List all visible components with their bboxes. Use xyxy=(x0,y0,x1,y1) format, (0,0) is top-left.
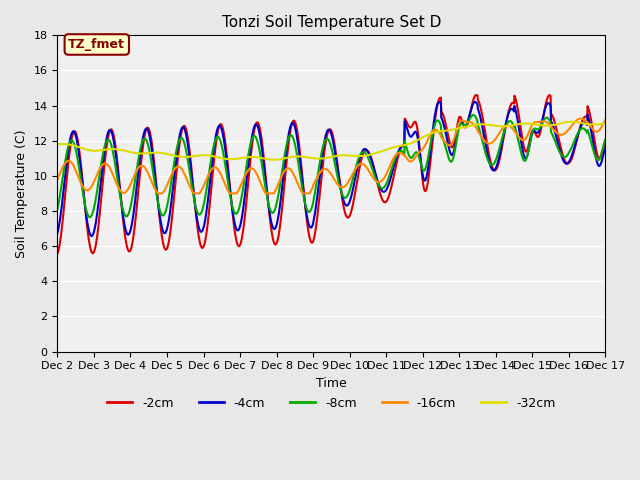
-8cm xyxy=(287,132,294,138)
-32cm xyxy=(96,147,104,153)
-4cm xyxy=(308,224,316,230)
-16cm xyxy=(308,187,316,192)
-4cm xyxy=(298,172,305,178)
-4cm xyxy=(366,152,374,158)
-2cm xyxy=(472,92,480,98)
-2cm xyxy=(602,141,609,146)
Line: -8cm: -8cm xyxy=(58,115,605,217)
-4cm xyxy=(287,124,294,130)
-2cm xyxy=(298,162,305,168)
-32cm xyxy=(602,120,609,126)
-8cm xyxy=(118,205,126,211)
-16cm xyxy=(54,176,61,182)
-4cm xyxy=(472,99,479,105)
-32cm xyxy=(54,142,61,147)
X-axis label: Time: Time xyxy=(316,377,347,390)
-4cm xyxy=(88,233,95,239)
-8cm xyxy=(366,158,374,164)
-16cm xyxy=(298,189,305,194)
-4cm xyxy=(97,185,104,191)
Line: -32cm: -32cm xyxy=(58,122,605,160)
-2cm xyxy=(96,210,104,216)
-2cm xyxy=(118,207,126,213)
-8cm xyxy=(97,168,104,173)
-4cm xyxy=(54,230,61,236)
-8cm xyxy=(298,181,305,187)
-2cm xyxy=(365,150,373,156)
-32cm xyxy=(118,147,126,153)
Line: -2cm: -2cm xyxy=(58,95,605,254)
-16cm xyxy=(577,116,584,121)
-32cm xyxy=(298,154,305,159)
-16cm xyxy=(154,191,162,196)
-32cm xyxy=(366,152,374,158)
-16cm xyxy=(118,190,126,195)
-2cm xyxy=(54,251,61,257)
-8cm xyxy=(86,215,94,220)
-4cm xyxy=(118,209,126,215)
-32cm xyxy=(308,155,316,161)
Line: -4cm: -4cm xyxy=(58,102,605,236)
Text: TZ_fmet: TZ_fmet xyxy=(68,38,125,51)
-32cm xyxy=(287,154,294,160)
-16cm xyxy=(96,166,104,172)
-16cm xyxy=(366,169,374,175)
Y-axis label: Soil Temperature (C): Soil Temperature (C) xyxy=(15,129,28,258)
-32cm xyxy=(567,119,575,125)
Legend: -2cm, -4cm, -8cm, -16cm, -32cm: -2cm, -4cm, -8cm, -16cm, -32cm xyxy=(102,392,561,415)
Line: -16cm: -16cm xyxy=(58,119,605,193)
-16cm xyxy=(602,117,609,123)
-8cm xyxy=(308,206,316,212)
-8cm xyxy=(470,112,477,118)
-4cm xyxy=(602,145,609,151)
Title: Tonzi Soil Temperature Set D: Tonzi Soil Temperature Set D xyxy=(221,15,441,30)
-32cm xyxy=(270,157,278,163)
-8cm xyxy=(602,136,609,142)
-8cm xyxy=(54,206,61,212)
-2cm xyxy=(307,239,315,245)
-2cm xyxy=(286,131,294,136)
-16cm xyxy=(287,167,294,172)
